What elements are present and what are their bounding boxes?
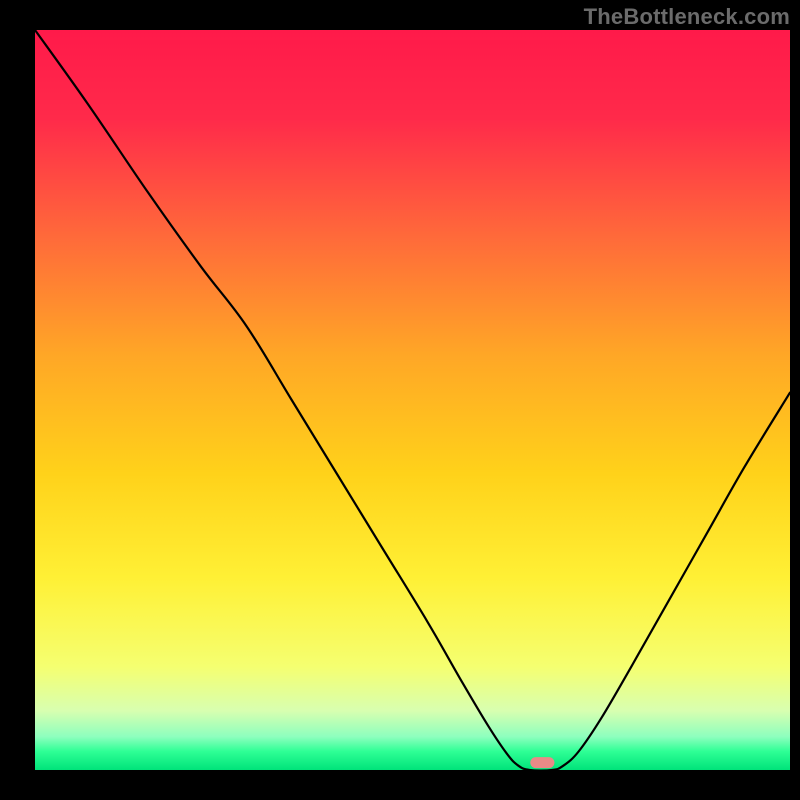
plot-area — [35, 30, 790, 770]
chart-container: TheBottleneck.com — [0, 0, 800, 800]
bottleneck-chart — [0, 0, 800, 800]
optimal-point-marker — [530, 757, 554, 768]
watermark-text: TheBottleneck.com — [584, 4, 790, 30]
